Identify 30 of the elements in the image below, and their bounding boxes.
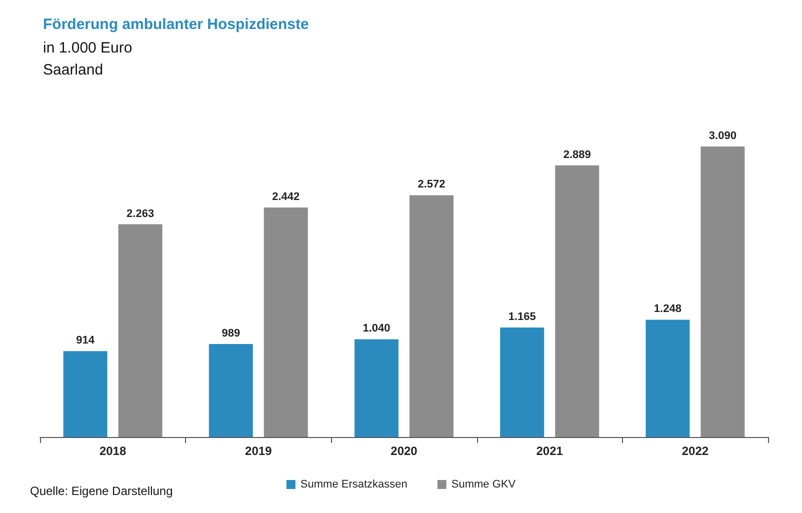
source-note: Quelle: Eigene Darstellung bbox=[30, 484, 173, 498]
bar bbox=[700, 146, 745, 437]
data-label: 2.889 bbox=[563, 148, 591, 161]
x-tick-label: 2018 bbox=[99, 444, 126, 458]
data-label: 2.572 bbox=[418, 178, 446, 191]
bar bbox=[555, 165, 600, 437]
bar bbox=[646, 320, 690, 437]
bar bbox=[63, 351, 108, 437]
x-tick-label: 2020 bbox=[390, 444, 418, 458]
data-label: 989 bbox=[222, 328, 240, 340]
bar bbox=[264, 207, 308, 437]
bar bbox=[118, 224, 162, 437]
data-label: 2.442 bbox=[272, 190, 300, 203]
x-tick-label: 2019 bbox=[245, 444, 272, 458]
bar bbox=[208, 344, 253, 437]
chart-subtitle: in 1.000 Euro Saarland bbox=[43, 40, 132, 78]
bar bbox=[354, 339, 398, 437]
data-label: 2.263 bbox=[126, 208, 154, 220]
bar bbox=[410, 195, 454, 437]
bar bbox=[500, 327, 544, 437]
data-label: 3.090 bbox=[708, 130, 736, 142]
x-tick-label: 2021 bbox=[536, 444, 564, 458]
legend-label: Summe Ersatzkassen bbox=[300, 478, 408, 490]
x-tick-label: 2022 bbox=[682, 444, 709, 458]
data-label: 1.040 bbox=[362, 322, 390, 335]
chart-title: Förderung ambulanter Hospizdienste bbox=[43, 16, 309, 33]
legend-label: Summe GKV bbox=[451, 478, 516, 490]
data-label: 1.165 bbox=[508, 310, 536, 323]
data-label: 914 bbox=[76, 334, 96, 347]
data-label: 1.248 bbox=[654, 303, 682, 316]
